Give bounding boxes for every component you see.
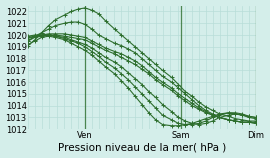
X-axis label: Pression niveau de la mer( hPa ): Pression niveau de la mer( hPa ): [58, 143, 226, 152]
